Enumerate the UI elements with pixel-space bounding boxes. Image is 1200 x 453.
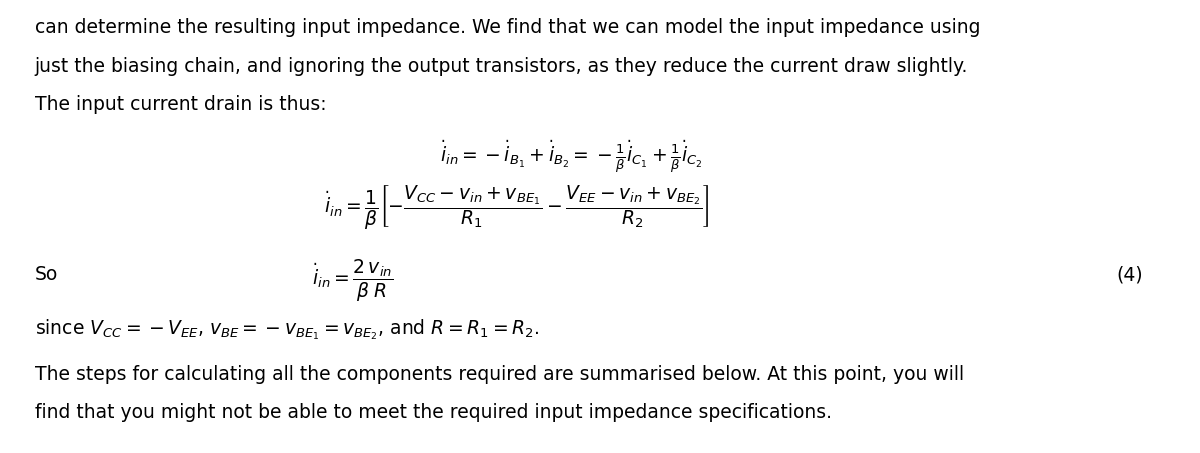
Text: $\dot{i}_{in} = -\dot{i}_{B_1} + \dot{i}_{B_2} = -\frac{1}{\beta}\dot{i}_{C_1} +: $\dot{i}_{in} = -\dot{i}_{B_1} + \dot{i}… xyxy=(439,138,702,175)
Text: can determine the resulting input impedance. We find that we can model the input: can determine the resulting input impeda… xyxy=(35,18,980,37)
Text: So: So xyxy=(35,265,58,284)
Text: The steps for calculating all the components required are summarised below. At t: The steps for calculating all the compon… xyxy=(35,365,964,384)
Text: $\dot{i}_{in} = \dfrac{2\,v_{in}}{\beta\;R}$: $\dot{i}_{in} = \dfrac{2\,v_{in}}{\beta\… xyxy=(312,258,394,304)
Text: just the biasing chain, and ignoring the output transistors, as they reduce the : just the biasing chain, and ignoring the… xyxy=(35,57,968,76)
Text: The input current drain is thus:: The input current drain is thus: xyxy=(35,95,326,114)
Text: $\dot{i}_{in} = \dfrac{1}{\beta}\left[-\dfrac{V_{CC}-v_{in}+v_{BE_1}}{R_1} - \df: $\dot{i}_{in} = \dfrac{1}{\beta}\left[-\… xyxy=(324,183,709,232)
Text: find that you might not be able to meet the required input impedance specificati: find that you might not be able to meet … xyxy=(35,403,832,422)
Text: (4): (4) xyxy=(1116,265,1142,284)
Text: since $V_{CC} = -V_{EE}$, $v_{BE} = -v_{BE_1} = v_{BE_2}$, and $R = R_1 = R_2$.: since $V_{CC} = -V_{EE}$, $v_{BE} = -v_{… xyxy=(35,317,539,342)
